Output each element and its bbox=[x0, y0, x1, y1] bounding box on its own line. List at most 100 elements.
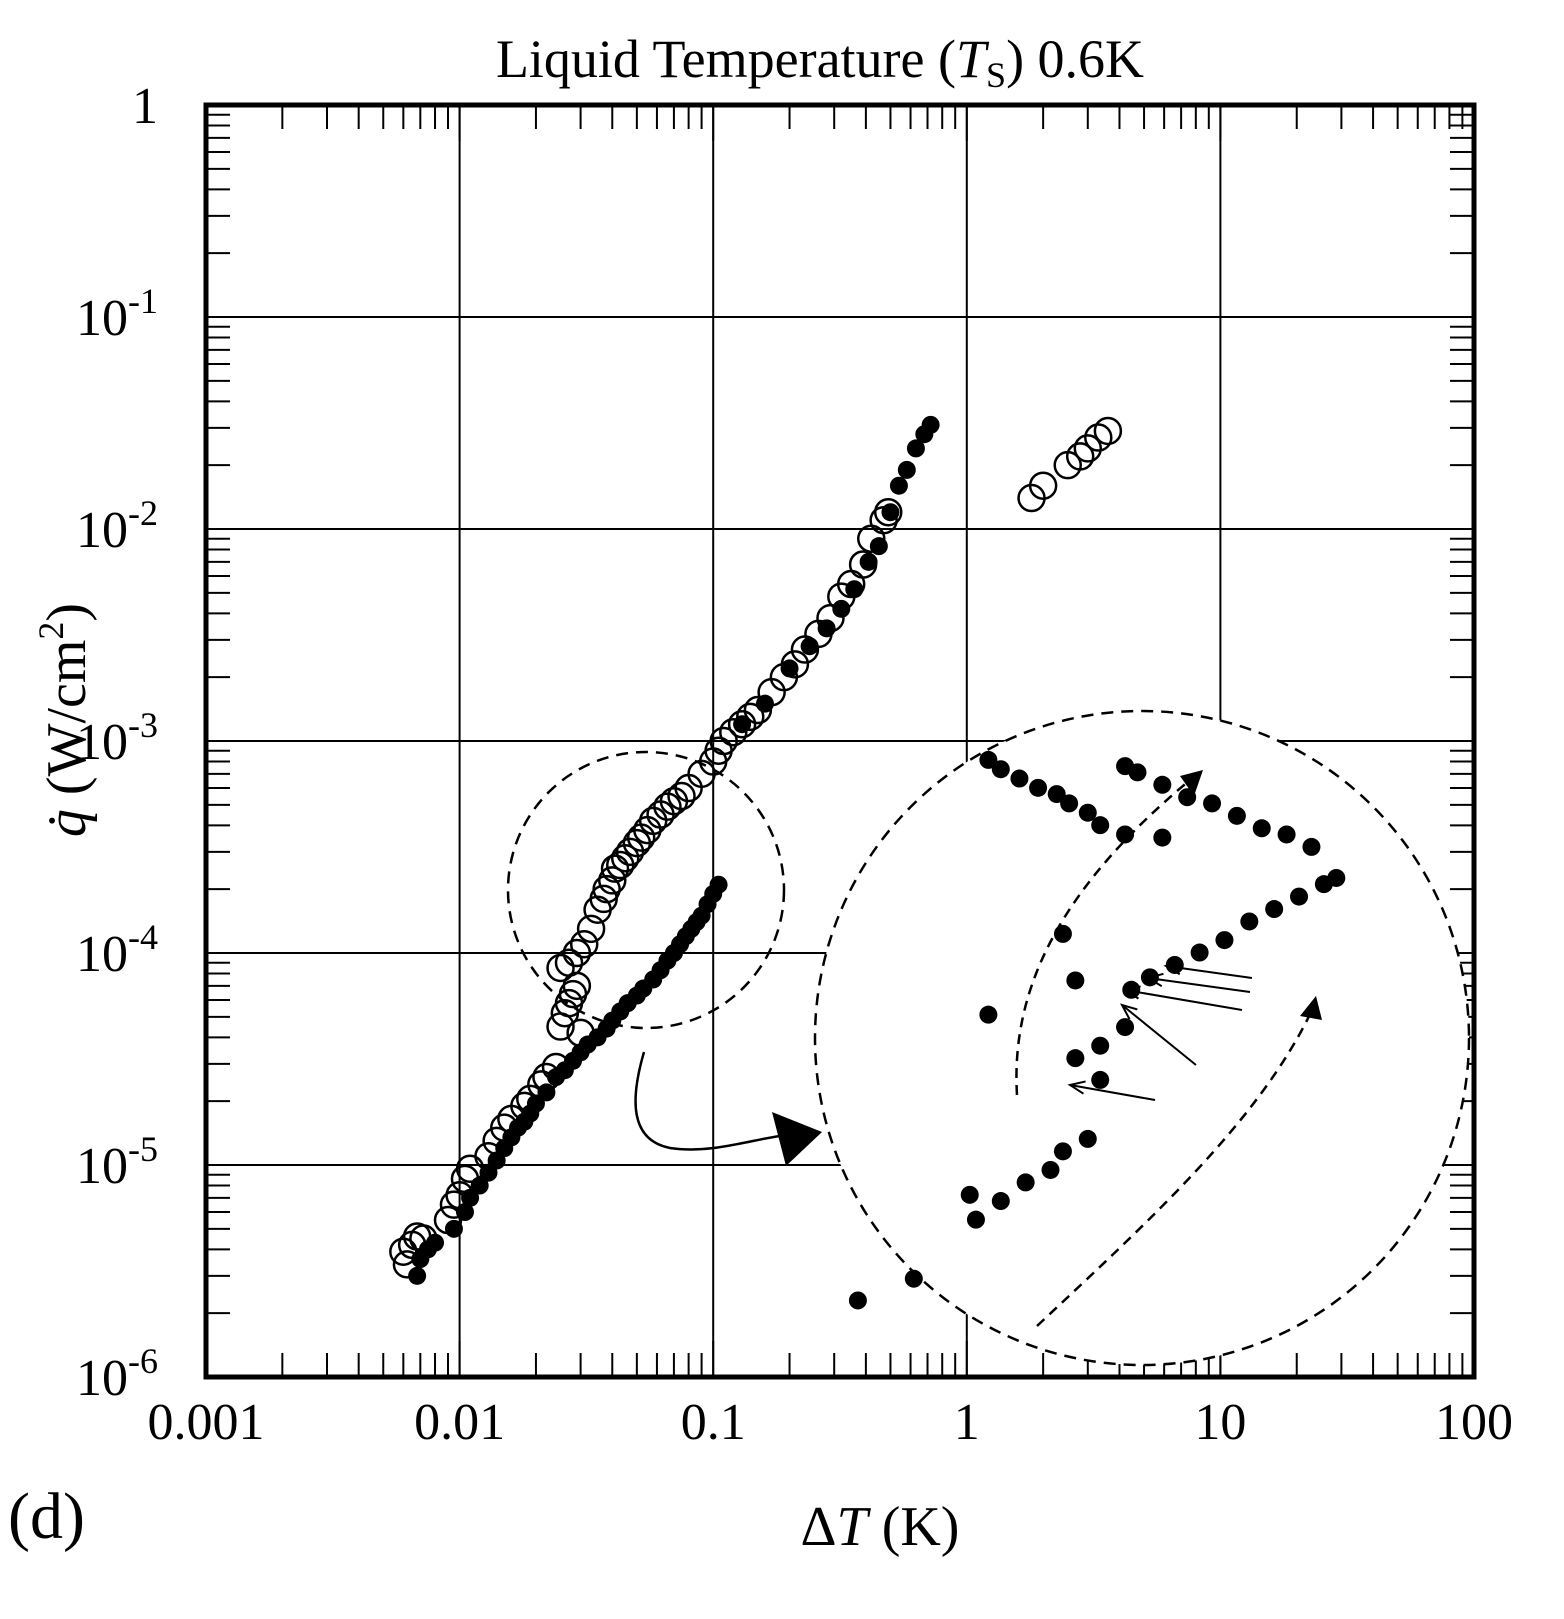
filled-circle-point bbox=[881, 503, 900, 522]
x-tick-label: 100 bbox=[1435, 1394, 1513, 1451]
inset-point bbox=[1078, 1129, 1097, 1148]
inset-guide-down bbox=[1036, 1009, 1314, 1327]
inset-point bbox=[960, 1185, 979, 1204]
open-circle-point bbox=[600, 854, 630, 883]
inset-point bbox=[1327, 868, 1346, 887]
inset-point bbox=[1277, 825, 1296, 844]
inset-point bbox=[1240, 912, 1259, 931]
open-circle-point bbox=[1073, 434, 1103, 463]
inset-point bbox=[966, 1210, 985, 1229]
zoom-arrowhead bbox=[772, 1112, 822, 1166]
minor-ticks bbox=[205, 105, 1474, 1378]
open-circle-point bbox=[598, 866, 627, 895]
x-tick-label: 10 bbox=[1194, 1394, 1246, 1451]
y-tick-label: 1 bbox=[132, 78, 158, 135]
inset-point bbox=[1041, 1160, 1060, 1179]
y-tick-labels: 1 10-1 10-2 10-3 10-4 10-5 10-6 bbox=[76, 78, 158, 1407]
open-circle-point bbox=[592, 874, 621, 904]
y-tick-label: 10-5 bbox=[76, 1129, 158, 1195]
inset-point bbox=[1010, 769, 1029, 788]
open-circle-point bbox=[569, 929, 599, 959]
y-axis-title: q̇ (W/cm2) bbox=[31, 603, 98, 837]
inset-point bbox=[1203, 794, 1222, 813]
open-circle-point bbox=[1065, 442, 1095, 471]
inset-point bbox=[1053, 924, 1072, 943]
panel-label: (d) bbox=[8, 1480, 85, 1553]
inset-point bbox=[1153, 828, 1172, 847]
open-circle-point bbox=[653, 792, 682, 821]
plot-frame bbox=[203, 102, 1477, 1380]
inset-point bbox=[1091, 1070, 1110, 1089]
open-circle-point bbox=[1028, 471, 1058, 500]
open-circle-point bbox=[576, 914, 606, 944]
open-circle-point bbox=[638, 806, 668, 836]
x-tick-label: 0.1 bbox=[681, 1394, 746, 1451]
inset-point bbox=[1116, 1018, 1135, 1037]
inset-arrowhead bbox=[1120, 1003, 1138, 1020]
y-tick-label: 10-4 bbox=[76, 917, 158, 983]
filled-circle-point bbox=[461, 1188, 480, 1207]
inset-point bbox=[1215, 931, 1234, 950]
inset-point bbox=[1029, 778, 1048, 797]
inset-point bbox=[1302, 837, 1321, 856]
filled-circle-point bbox=[832, 599, 851, 618]
inset-point bbox=[1091, 816, 1110, 835]
inset-arrowhead bbox=[1163, 960, 1182, 976]
filled-circle-point bbox=[470, 1176, 489, 1195]
inset-arrow bbox=[1069, 1084, 1156, 1101]
inset-point bbox=[1116, 825, 1135, 844]
inset-point bbox=[1047, 785, 1066, 804]
open-circle-point bbox=[1084, 423, 1113, 452]
x-tick-label: 0.01 bbox=[414, 1394, 505, 1451]
filled-circle-point bbox=[800, 637, 819, 656]
inset-point bbox=[1060, 794, 1079, 813]
y-tick-label: 10-3 bbox=[76, 705, 158, 771]
open-circle-point bbox=[709, 726, 738, 756]
open-circle-point bbox=[873, 497, 903, 527]
inset-point bbox=[1265, 900, 1284, 919]
open-circle-point bbox=[667, 781, 696, 811]
filled-circle-point bbox=[859, 552, 878, 571]
y-tick-label: 10-2 bbox=[76, 493, 158, 559]
inset-arrow bbox=[1121, 1004, 1197, 1066]
filled-circle-point bbox=[845, 580, 864, 599]
inset-guide-up bbox=[1015, 779, 1191, 1096]
x-axis-title: ΔT (K) bbox=[801, 1496, 960, 1558]
zoom-source-circle bbox=[506, 750, 786, 1030]
open-circle-point bbox=[1093, 416, 1123, 446]
inset-point bbox=[1122, 980, 1141, 999]
inset-arrow bbox=[1147, 977, 1251, 993]
inset-point bbox=[1091, 1036, 1110, 1055]
inset-arrowhead bbox=[1122, 985, 1141, 1000]
inset-point bbox=[1116, 757, 1135, 776]
y-tick-label: 10-6 bbox=[76, 1341, 158, 1407]
inset-point bbox=[979, 1005, 998, 1024]
open-circle-point bbox=[615, 837, 645, 867]
open-circle-point bbox=[562, 938, 592, 968]
inset-arrowhead bbox=[1145, 972, 1164, 988]
inset-guide-down-head bbox=[1300, 996, 1322, 1020]
filled-circle-point bbox=[444, 1219, 463, 1238]
filled-circle-point bbox=[869, 537, 888, 556]
inset-point bbox=[991, 1192, 1010, 1211]
inset-point bbox=[1078, 803, 1097, 822]
x-tick-label: 0.001 bbox=[148, 1394, 265, 1451]
inset-point bbox=[979, 750, 998, 769]
annotations bbox=[506, 709, 1471, 1367]
open-circle-point bbox=[719, 717, 748, 747]
inset-point bbox=[1066, 971, 1085, 990]
open-circle-point bbox=[554, 948, 584, 977]
filled-circle-point bbox=[755, 694, 774, 713]
zoom-arrow bbox=[634, 1051, 781, 1151]
filled-circle-point bbox=[921, 415, 940, 434]
inset-point bbox=[904, 1269, 923, 1288]
inset-point bbox=[848, 1291, 867, 1310]
filled-circle-point bbox=[537, 1083, 556, 1102]
inset-arrow bbox=[1165, 965, 1253, 979]
filled-circle-point bbox=[780, 659, 799, 678]
filled-circle-point bbox=[889, 476, 908, 495]
filled-circle-point bbox=[426, 1233, 445, 1252]
filled-circle-point bbox=[906, 439, 925, 458]
inset-point bbox=[991, 760, 1010, 779]
